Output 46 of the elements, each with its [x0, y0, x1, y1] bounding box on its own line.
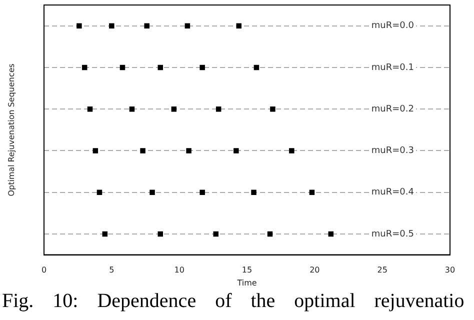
x-axis-title: Time [236, 278, 257, 288]
point [186, 148, 192, 154]
point [140, 148, 146, 154]
point [200, 190, 205, 195]
point [76, 23, 82, 28]
point [213, 231, 218, 237]
point [82, 64, 88, 70]
y-tick-label: muR=0.2 [371, 104, 414, 114]
point [171, 106, 177, 112]
point [129, 106, 135, 112]
point [289, 148, 294, 154]
point [144, 23, 150, 28]
caption: Fig. 10: Dependence of the optimal rejuvenatio [1, 289, 466, 314]
y-tick-label: muR=0.1 [371, 62, 414, 73]
point [120, 64, 126, 70]
x-tick-label: 10 [174, 266, 184, 275]
point [328, 231, 334, 237]
point [251, 190, 256, 195]
point [102, 231, 108, 237]
point [158, 64, 164, 70]
point [254, 64, 260, 70]
x-tick-label: 0 [41, 266, 47, 275]
point [234, 148, 239, 154]
y-tick-label: muR=0.0 [371, 21, 414, 32]
point [270, 106, 276, 112]
x-tick-label: 15 [242, 266, 252, 275]
point [87, 106, 93, 112]
point [216, 106, 222, 112]
point [109, 23, 114, 28]
point [96, 190, 102, 195]
x-tick-label: 25 [377, 266, 388, 275]
x-tick-label: 30 [444, 266, 456, 275]
point [267, 231, 273, 237]
point [200, 64, 205, 70]
y-tick-label: muR=0.5 [371, 229, 414, 240]
point [92, 148, 98, 154]
x-tick-label: 20 [310, 266, 320, 275]
y-tick-label: muR=0.4 [371, 188, 414, 198]
point [150, 190, 155, 195]
y-axis-title: Optimal Rejuvenation Sequences [7, 64, 16, 196]
x-tick-label: 5 [109, 266, 114, 275]
point [184, 23, 190, 28]
point [158, 231, 164, 237]
point [309, 190, 315, 195]
y-tick-label: muR=0.3 [371, 146, 414, 156]
point [236, 23, 242, 28]
